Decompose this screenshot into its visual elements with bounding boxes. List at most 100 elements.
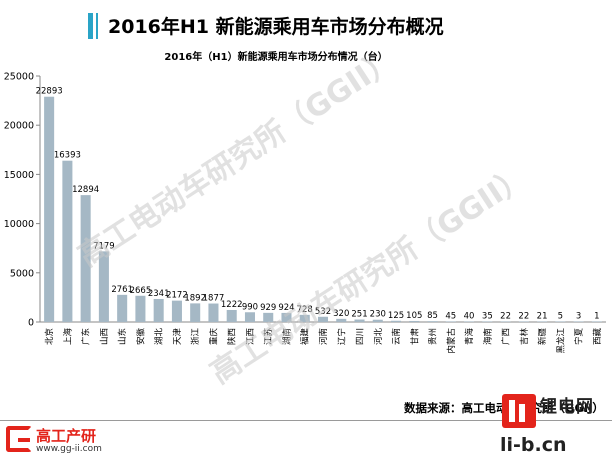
bar (372, 319, 383, 322)
data-label: 22893 (36, 87, 63, 97)
y-axis: 0 5000 10000 15000 20000 25000 (4, 72, 41, 329)
bar (117, 294, 128, 322)
bar (135, 295, 146, 322)
y-tick-label: 25000 (4, 72, 34, 83)
li-logo-icon (502, 394, 536, 428)
bar (98, 251, 109, 322)
data-label: 251 (351, 310, 367, 320)
bar (573, 321, 584, 322)
data-label: 2172 (166, 291, 188, 301)
data-label: 320 (333, 309, 349, 319)
li-logo-name: 锂电网 (540, 397, 594, 417)
bar (299, 314, 310, 322)
title-accent-bar-thin (96, 13, 98, 39)
bar (391, 320, 402, 322)
data-label: 3 (576, 311, 581, 321)
x-tick-label: 宁夏 (574, 328, 585, 346)
x-tick-label: 吉林 (519, 328, 530, 346)
x-tick-label: 山东 (117, 328, 128, 345)
bar (44, 96, 55, 322)
data-label: 35 (482, 311, 493, 321)
bar (208, 303, 219, 322)
x-tick-label: 浙江 (190, 328, 201, 346)
bar (244, 312, 255, 322)
x-tick-label: 内蒙古 (446, 328, 457, 354)
gg-ii-logo: 高工产研 www.gg-ii.com (6, 424, 146, 458)
data-label: 924 (278, 303, 294, 313)
li-b-logo: 锂电网 li-b.cn (500, 390, 612, 460)
x-tick-label: 上海 (62, 328, 73, 346)
y-tick-label: 5000 (10, 268, 34, 279)
data-label: 22 (518, 311, 529, 321)
bar (263, 312, 274, 322)
data-label: 230 (370, 310, 386, 320)
bar (591, 321, 602, 322)
bar (80, 195, 91, 322)
x-axis: 北京 上海 广东 山西 山东 安徽 湖北 天津 浙江 重庆 陕西 江西 江苏 湖南 福建 河南 辽宁 四川 河北 云南… (40, 321, 606, 354)
x-tick-label: 西藏 (592, 328, 603, 346)
g-logo-bar (18, 438, 30, 442)
data-label: 1 (594, 311, 599, 321)
bar-chart: 2016年（H1）新能源乘用车市场分布情况（台） 0 5000 10000 15000… (4, 50, 606, 354)
data-label: 5 (558, 311, 563, 321)
data-label: 16393 (54, 151, 81, 161)
bars (44, 96, 602, 322)
x-tick-label: 重庆 (208, 328, 219, 346)
g-logo-icon (6, 426, 32, 452)
bar (226, 309, 237, 322)
y-tick-label: 20000 (4, 121, 34, 132)
data-label: 532 (315, 307, 331, 317)
x-tick-label: 甘肃 (409, 328, 420, 346)
li-logo-url: li-b.cn (500, 434, 567, 456)
x-tick-label: 湖北 (155, 328, 165, 346)
x-tick-label: 四川 (356, 328, 366, 345)
logo-name: 高工产研 (36, 427, 97, 445)
x-tick-label: 河北 (373, 328, 384, 346)
data-label: 2761 (111, 285, 133, 295)
x-tick-label: 江苏 (263, 328, 274, 346)
bar (464, 321, 475, 322)
data-label: 1892 (184, 293, 206, 303)
bar (171, 300, 182, 322)
data-label: 125 (388, 311, 404, 321)
x-tick-label: 北京 (44, 328, 55, 345)
x-tick-label: 陕西 (227, 328, 238, 345)
data-label: 2665 (130, 286, 152, 296)
chart-title: 2016年（H1）新能源乘用车市场分布情况（台） (164, 50, 387, 63)
data-label: 7179 (93, 241, 115, 251)
data-label: 12894 (72, 185, 99, 195)
data-label: 22 (500, 311, 511, 321)
y-tick-label: 10000 (4, 219, 34, 230)
data-label: 45 (445, 311, 456, 321)
data-label: 728 (297, 305, 313, 315)
x-tick-label: 广东 (81, 328, 92, 345)
data-label: 990 (242, 302, 258, 312)
data-label: 85 (427, 311, 438, 321)
y-tick-label: 0 (28, 318, 34, 329)
data-label: 2341 (148, 289, 170, 299)
x-tick-label: 天津 (172, 328, 183, 346)
footer-divider (0, 420, 612, 421)
x-tick-label: 贵州 (428, 328, 439, 345)
bar (500, 321, 511, 322)
y-tick-label: 15000 (4, 170, 34, 181)
bar (62, 160, 73, 322)
data-label: 1877 (203, 294, 225, 304)
bar (555, 321, 566, 322)
x-tick-label: 辽宁 (336, 328, 347, 345)
data-labels: 2289316393128947179276126652341217218921… (36, 87, 600, 322)
x-tick-label: 海南 (482, 328, 493, 345)
x-tick-label: 青海 (464, 328, 475, 346)
bar (482, 321, 493, 322)
x-tick-label: 江西 (246, 328, 256, 345)
x-tick-label: 湖南 (281, 328, 292, 345)
x-tick-label: 广西 (501, 328, 512, 345)
data-label: 929 (260, 303, 276, 313)
x-tick-label: 云南 (391, 328, 402, 345)
bar (336, 318, 347, 322)
bar (518, 321, 529, 322)
data-label: 40 (464, 311, 475, 321)
bar (409, 320, 420, 322)
bar (281, 312, 292, 322)
data-label: 105 (406, 311, 422, 321)
